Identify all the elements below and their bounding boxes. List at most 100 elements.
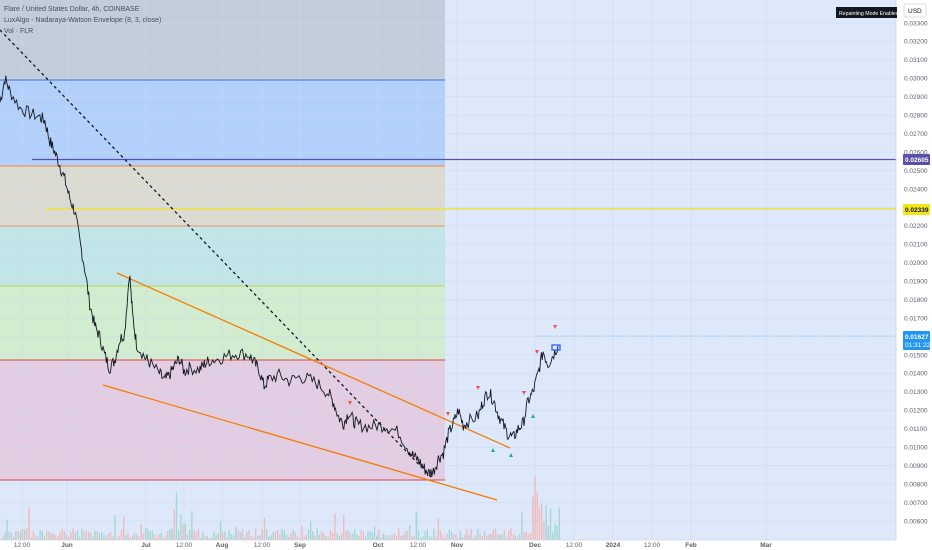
- volume-bar: [233, 535, 235, 540]
- volume-bar: [248, 529, 250, 540]
- volume-bar: [147, 528, 149, 540]
- volume-bar: [35, 535, 37, 540]
- dashed-trendline[interactable]: [0, 29, 433, 479]
- volume-bar: [499, 534, 501, 540]
- volume-bar: [558, 507, 560, 540]
- price-tick-label: 0.03300: [904, 20, 928, 27]
- volume-bar: [347, 530, 349, 540]
- legend: Flare / United States Dollar, 4h, COINBA…: [4, 6, 161, 35]
- volume-bar: [367, 531, 369, 540]
- repaint-badge: Repainting Mode Enabled: [836, 7, 899, 18]
- volume-bar: [422, 536, 424, 540]
- volume-bar: [30, 537, 32, 540]
- volume-bar: [244, 537, 246, 540]
- price-tick-label: 0.00700: [904, 500, 928, 507]
- volume-bar: [431, 537, 433, 540]
- volume-bar: [32, 531, 35, 540]
- wedge-upper-line[interactable]: [116, 272, 511, 449]
- volume-bar: [96, 531, 98, 540]
- wedge-lower-line[interactable]: [102, 384, 498, 501]
- zone-blue: [0, 80, 445, 166]
- volume-bar: [545, 504, 547, 540]
- legend-symbol: Flare / United States Dollar, 4h, COINBA…: [4, 6, 140, 13]
- volume-bar: [270, 535, 272, 540]
- price-tick-label: 0.00800: [904, 481, 928, 488]
- volume-bar: [156, 536, 158, 540]
- price-tick-label: 0.01000: [904, 445, 928, 452]
- volume-bar: [310, 521, 312, 540]
- price-tick-label: 0.02500: [904, 168, 928, 175]
- volume-bar: [455, 534, 457, 540]
- volume-bar: [167, 531, 169, 540]
- volume-bar: [378, 529, 380, 540]
- volume-bar: [197, 528, 200, 540]
- volume-bar: [202, 531, 204, 540]
- volume-bar: [373, 525, 376, 540]
- volume-bar: [356, 534, 358, 540]
- volume-bar: [437, 518, 439, 540]
- volume-bar: [369, 531, 371, 540]
- buy-signal-icon: [509, 453, 513, 457]
- volume-bar: [239, 532, 241, 540]
- volume-bar: [39, 529, 41, 540]
- volume-bar: [70, 532, 72, 540]
- volume-bar: [193, 529, 195, 540]
- price-series[interactable]: [0, 75, 559, 477]
- time-tick-label: 12:00: [410, 542, 427, 549]
- volume-bar: [81, 528, 83, 540]
- volume-bar: [178, 529, 180, 540]
- volume-bar: [246, 532, 248, 540]
- volume-bar: [79, 537, 81, 540]
- volume-bar: [468, 534, 470, 540]
- currency-button[interactable]: USD: [903, 3, 927, 18]
- volume-bar: [527, 533, 530, 540]
- volume-bar: [323, 532, 325, 540]
- volume-bar: [19, 531, 21, 540]
- volume-bar: [74, 532, 76, 540]
- legend-volume: Vol · FLR: [4, 28, 33, 35]
- volume-bar: [483, 531, 486, 540]
- volume-bar: [492, 529, 494, 540]
- sell-signal-icon: [553, 325, 557, 329]
- volume-bar: [318, 534, 321, 540]
- volume-bar: [158, 534, 160, 540]
- volume-bar: [554, 523, 556, 540]
- svg-text:USD: USD: [908, 8, 922, 15]
- volume-bar: [477, 528, 479, 540]
- volume-bar: [268, 536, 270, 540]
- volume-bar: [475, 535, 477, 540]
- volume-bar: [521, 511, 523, 540]
- volume-bar: [398, 528, 400, 540]
- volume-bar: [153, 534, 156, 540]
- time-axis[interactable]: [0, 540, 932, 550]
- volume-bar: [336, 533, 338, 540]
- volume-bar: [68, 537, 70, 540]
- volume-bar: [116, 537, 118, 540]
- price-tick-label: 0.02600: [904, 149, 928, 156]
- volume-bar: [435, 536, 437, 540]
- volume-bar: [409, 525, 411, 540]
- price-tick-label: 0.00600: [904, 518, 928, 525]
- volume-bar: [2, 537, 4, 540]
- volume-bar: [98, 532, 101, 540]
- volume-bar: [406, 530, 409, 540]
- volume-bar: [184, 523, 186, 540]
- time-tick-label: Dec: [529, 542, 541, 549]
- volume-bar: [85, 530, 87, 540]
- price-tick-label: 0.01700: [904, 315, 928, 322]
- volume-bar: [57, 536, 59, 540]
- volume-bar: [24, 529, 26, 540]
- volume-bar: [411, 536, 413, 540]
- volume-bar: [200, 537, 202, 540]
- volume-bar: [503, 529, 505, 540]
- price-axis[interactable]: [896, 0, 932, 550]
- volume-bar: [281, 528, 283, 540]
- volume-bar: [343, 514, 345, 540]
- time-tick-label: Jul: [141, 542, 151, 549]
- volume-bar: [371, 532, 373, 540]
- volume-bar: [50, 533, 52, 540]
- volume-bar: [345, 530, 347, 540]
- volume-bar: [301, 525, 303, 540]
- price-tick-label: 0.02700: [904, 131, 928, 138]
